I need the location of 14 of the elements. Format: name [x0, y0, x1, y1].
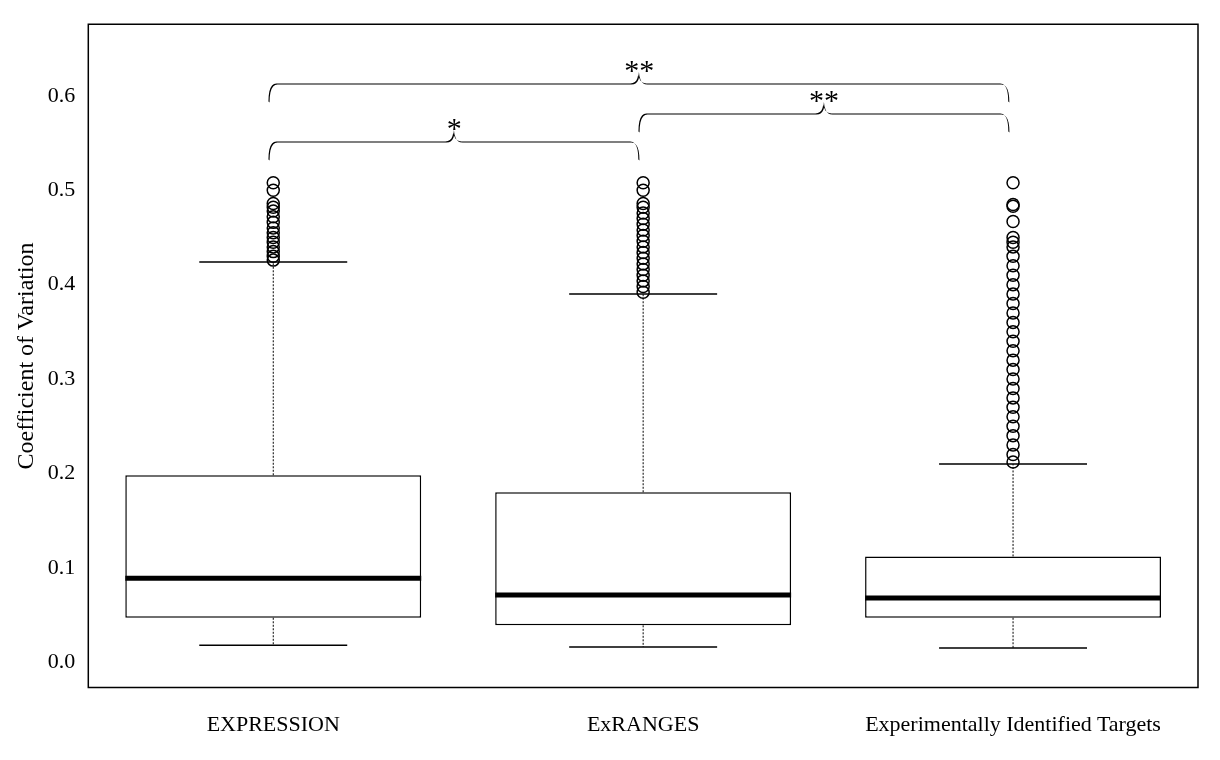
- y-tick-label: 0.4: [47, 270, 76, 296]
- x-tick-label: EXPRESSION: [206, 710, 340, 736]
- y-tick-label: 0.6: [47, 81, 76, 107]
- annotation: **: [624, 53, 655, 87]
- annotation: *: [446, 111, 462, 145]
- y-tick-label: 0.2: [47, 459, 76, 485]
- x-tick-label: Experimentally Identified Targets: [865, 710, 1161, 736]
- y-tick-label: 0.3: [47, 364, 76, 390]
- y-tick-label: 0.1: [47, 553, 76, 579]
- y-tick-label: 0.0: [47, 647, 76, 673]
- y-axis-title: Coefficient of Variation: [11, 242, 38, 470]
- annotation: **: [809, 83, 840, 117]
- x-tick-label: ExRANGES: [586, 710, 700, 736]
- y-tick-label: 0.5: [47, 176, 76, 202]
